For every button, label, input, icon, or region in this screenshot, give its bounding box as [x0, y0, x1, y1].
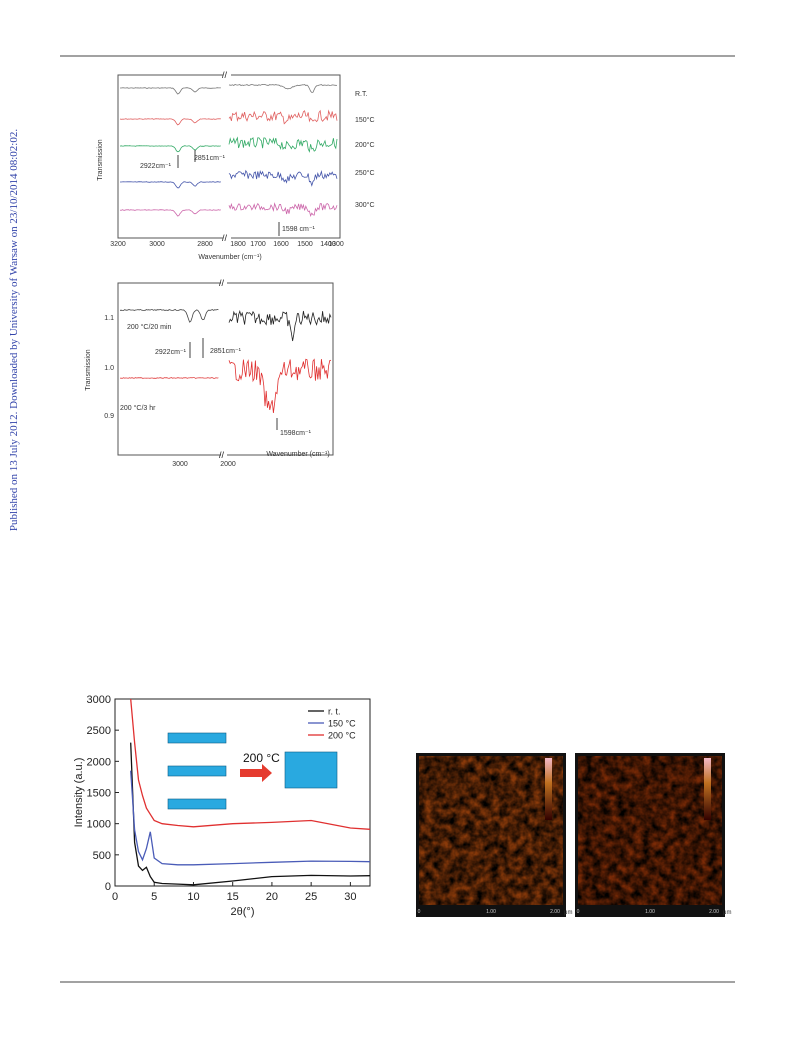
x-tick-label: 30: [344, 891, 356, 903]
x-tick-label: 2800: [197, 241, 213, 248]
y-tick-label: 2000: [87, 756, 111, 768]
series-line: [130, 770, 371, 866]
break-mark: //: [219, 450, 225, 460]
axis-break: [221, 280, 227, 458]
x-tick-label: 15: [227, 891, 239, 903]
spectrum-decor: [228, 309, 332, 342]
x-tick-label: 1500: [297, 241, 313, 248]
axis-label: 1.00: [645, 909, 655, 915]
spectrum-decor: [228, 136, 338, 153]
color-bar: [545, 758, 552, 820]
x-tick-label: 5: [151, 891, 157, 903]
x-tick-label: 20: [266, 891, 278, 903]
spectrum-decor: [228, 84, 338, 93]
figure4: [416, 753, 725, 917]
spectrum-decor: [228, 202, 338, 217]
x-axis-label: Wavenumber (cm⁻¹): [198, 254, 261, 261]
unit-label: μm: [723, 910, 731, 916]
curve-label: 150°C: [355, 116, 375, 124]
y-tick-label: 1500: [87, 788, 111, 800]
y-tick-label: 1.0: [104, 365, 114, 372]
break-mark: //: [222, 233, 228, 243]
annotation: 2922cm⁻¹: [140, 163, 172, 170]
x-tick-label: 1300: [328, 241, 344, 248]
y-tick-label: 500: [93, 850, 111, 862]
inset-schematic: 200 °C: [167, 732, 338, 810]
inset-label: 200 °C: [243, 751, 280, 765]
break-mark: //: [219, 278, 225, 288]
annotation: 2851cm⁻¹: [194, 155, 226, 162]
x-tick-label: 25: [305, 891, 317, 903]
legend-label: 150 °C: [328, 719, 356, 729]
annotation: 2851cm⁻¹: [210, 348, 242, 355]
x-tick-label: 3000: [149, 241, 165, 248]
x-axis-label: 2θ(°): [231, 906, 255, 918]
spectrum-decor: [119, 145, 221, 153]
series-line: [130, 742, 371, 886]
spectrum-decor: [119, 377, 219, 379]
y-axis-label: Transmission: [97, 139, 104, 180]
axis-label: 2.00: [550, 909, 560, 915]
axis-label: 0: [418, 909, 421, 915]
x-tick-label: 2000: [220, 461, 236, 468]
spectrum-decor: [228, 169, 338, 187]
curve-label: 300°C: [355, 201, 375, 209]
x-tick-label: 1600: [273, 241, 289, 248]
x-tick-label: 3000: [172, 461, 188, 468]
curve-label: 200°C: [355, 141, 375, 149]
axis-label: 2.00: [709, 909, 719, 915]
curve-label: R.T.: [355, 91, 368, 98]
legend-label: r. t.: [328, 707, 341, 717]
annotation: 1598 cm⁻¹: [282, 226, 316, 233]
y-axis-label: Intensity (a.u.): [73, 758, 85, 828]
x-tick-label: 0: [112, 891, 118, 903]
legend-label: 200 °C: [328, 731, 356, 741]
spectrum-decor: [119, 309, 219, 323]
axis-label: 0: [577, 909, 580, 915]
axis-label: 1.00: [486, 909, 496, 915]
y-axis-label: Transmission: [85, 349, 92, 390]
series-line: [130, 698, 371, 830]
x-tick-label: 1400: [320, 241, 336, 248]
spectrum-decor: [120, 87, 221, 95]
axis-break: [223, 72, 231, 242]
spectrum-decor: [228, 109, 338, 125]
annotation: 2922cm⁻¹: [155, 349, 187, 356]
spectrum-decor: [119, 118, 221, 126]
annotation: 1598cm⁻¹: [280, 430, 312, 437]
spectrum-decor: [119, 209, 221, 217]
figure1: // //: [117, 70, 341, 243]
x-axis-label: Wavenumber (cm⁻¹): [266, 451, 329, 458]
y-tick-label: 1.1: [104, 315, 114, 322]
y-tick-label: 2500: [87, 725, 111, 737]
y-tick-label: 1000: [87, 819, 111, 831]
spectrum-decor: [120, 181, 221, 189]
x-tick-label: 1700: [250, 241, 266, 248]
y-tick-label: 3000: [87, 694, 111, 706]
spectrum-decor: [228, 358, 332, 413]
unit-label: μm: [564, 910, 572, 916]
curve-label: 200 °C/20 min: [127, 323, 172, 331]
figure2: // //: [117, 278, 334, 460]
color-bar: [704, 758, 711, 820]
y-tick-label: 0.9: [104, 413, 114, 420]
x-tick-label: 10: [187, 891, 199, 903]
y-tick-label: 0: [105, 881, 111, 893]
curve-label: 200 °C/3 hr: [120, 404, 156, 412]
x-tick-label: 1800: [230, 241, 246, 248]
sidebar: Published on 13 July 2012. Downloaded by…: [8, 129, 20, 531]
x-tick-label: 3200: [110, 241, 126, 248]
curve-label: 250°C: [355, 169, 375, 177]
break-mark: //: [222, 70, 228, 80]
